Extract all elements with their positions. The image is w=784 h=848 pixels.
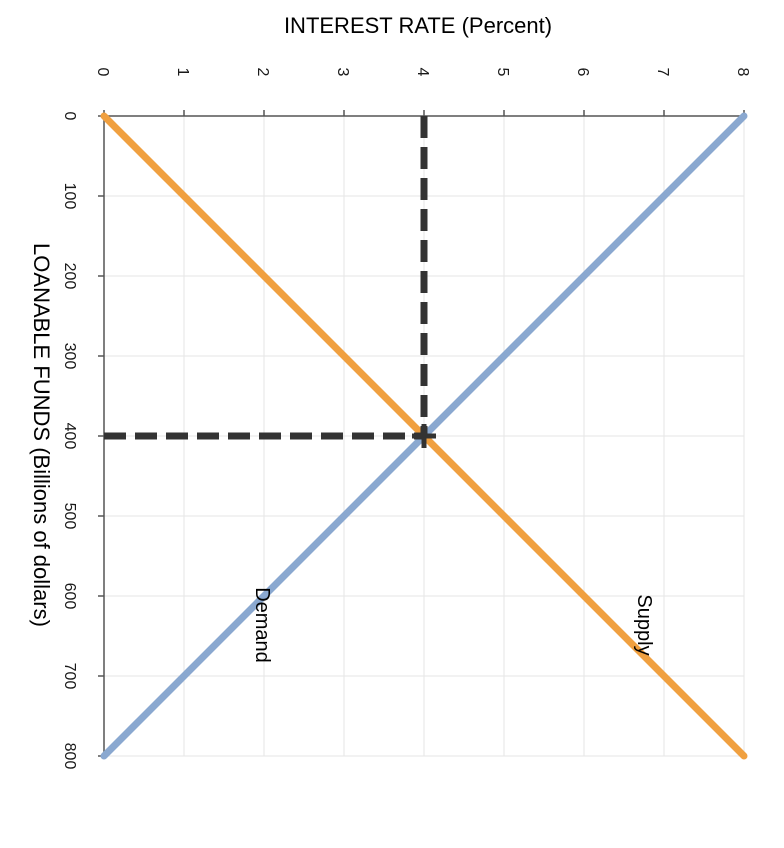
funds-tick-label-500: 500: [61, 503, 78, 530]
funds-tick-label-300: 300: [61, 343, 78, 370]
funds-tick-label-800: 800: [61, 743, 78, 770]
loanable-funds-axis-title: LOANABLE FUNDS (Billions of dollars): [29, 243, 54, 627]
supply-curve-label: Supply: [633, 594, 655, 655]
rate-tick-label-5: 5: [494, 68, 511, 77]
rate-tick-label-0: 0: [94, 68, 111, 77]
rate-tick-label-8: 8: [734, 68, 751, 77]
rate-tick-label-4: 4: [414, 68, 431, 77]
rate-tick-label-2: 2: [254, 68, 271, 77]
funds-tick-label-400: 400: [61, 423, 78, 450]
demand-curve-label: Demand: [251, 587, 273, 663]
funds-tick-label-700: 700: [61, 663, 78, 690]
interest-rate-axis-title: INTEREST RATE (Percent): [284, 13, 552, 38]
funds-tick-label-100: 100: [61, 183, 78, 210]
rate-tick-label-7: 7: [654, 68, 671, 77]
rate-tick-label-3: 3: [334, 68, 351, 77]
tick-labels: 0 1 2 3 4 5 6 7 8 0 100 200 300 400 500 600 700 800: [61, 68, 751, 770]
funds-tick-label-0: 0: [61, 112, 78, 121]
equilibrium-guides: [104, 116, 436, 448]
funds-tick-label-200: 200: [61, 263, 78, 290]
rate-tick-label-1: 1: [174, 68, 191, 77]
rate-tick-label-6: 6: [574, 68, 591, 77]
funds-tick-label-600: 600: [61, 583, 78, 610]
